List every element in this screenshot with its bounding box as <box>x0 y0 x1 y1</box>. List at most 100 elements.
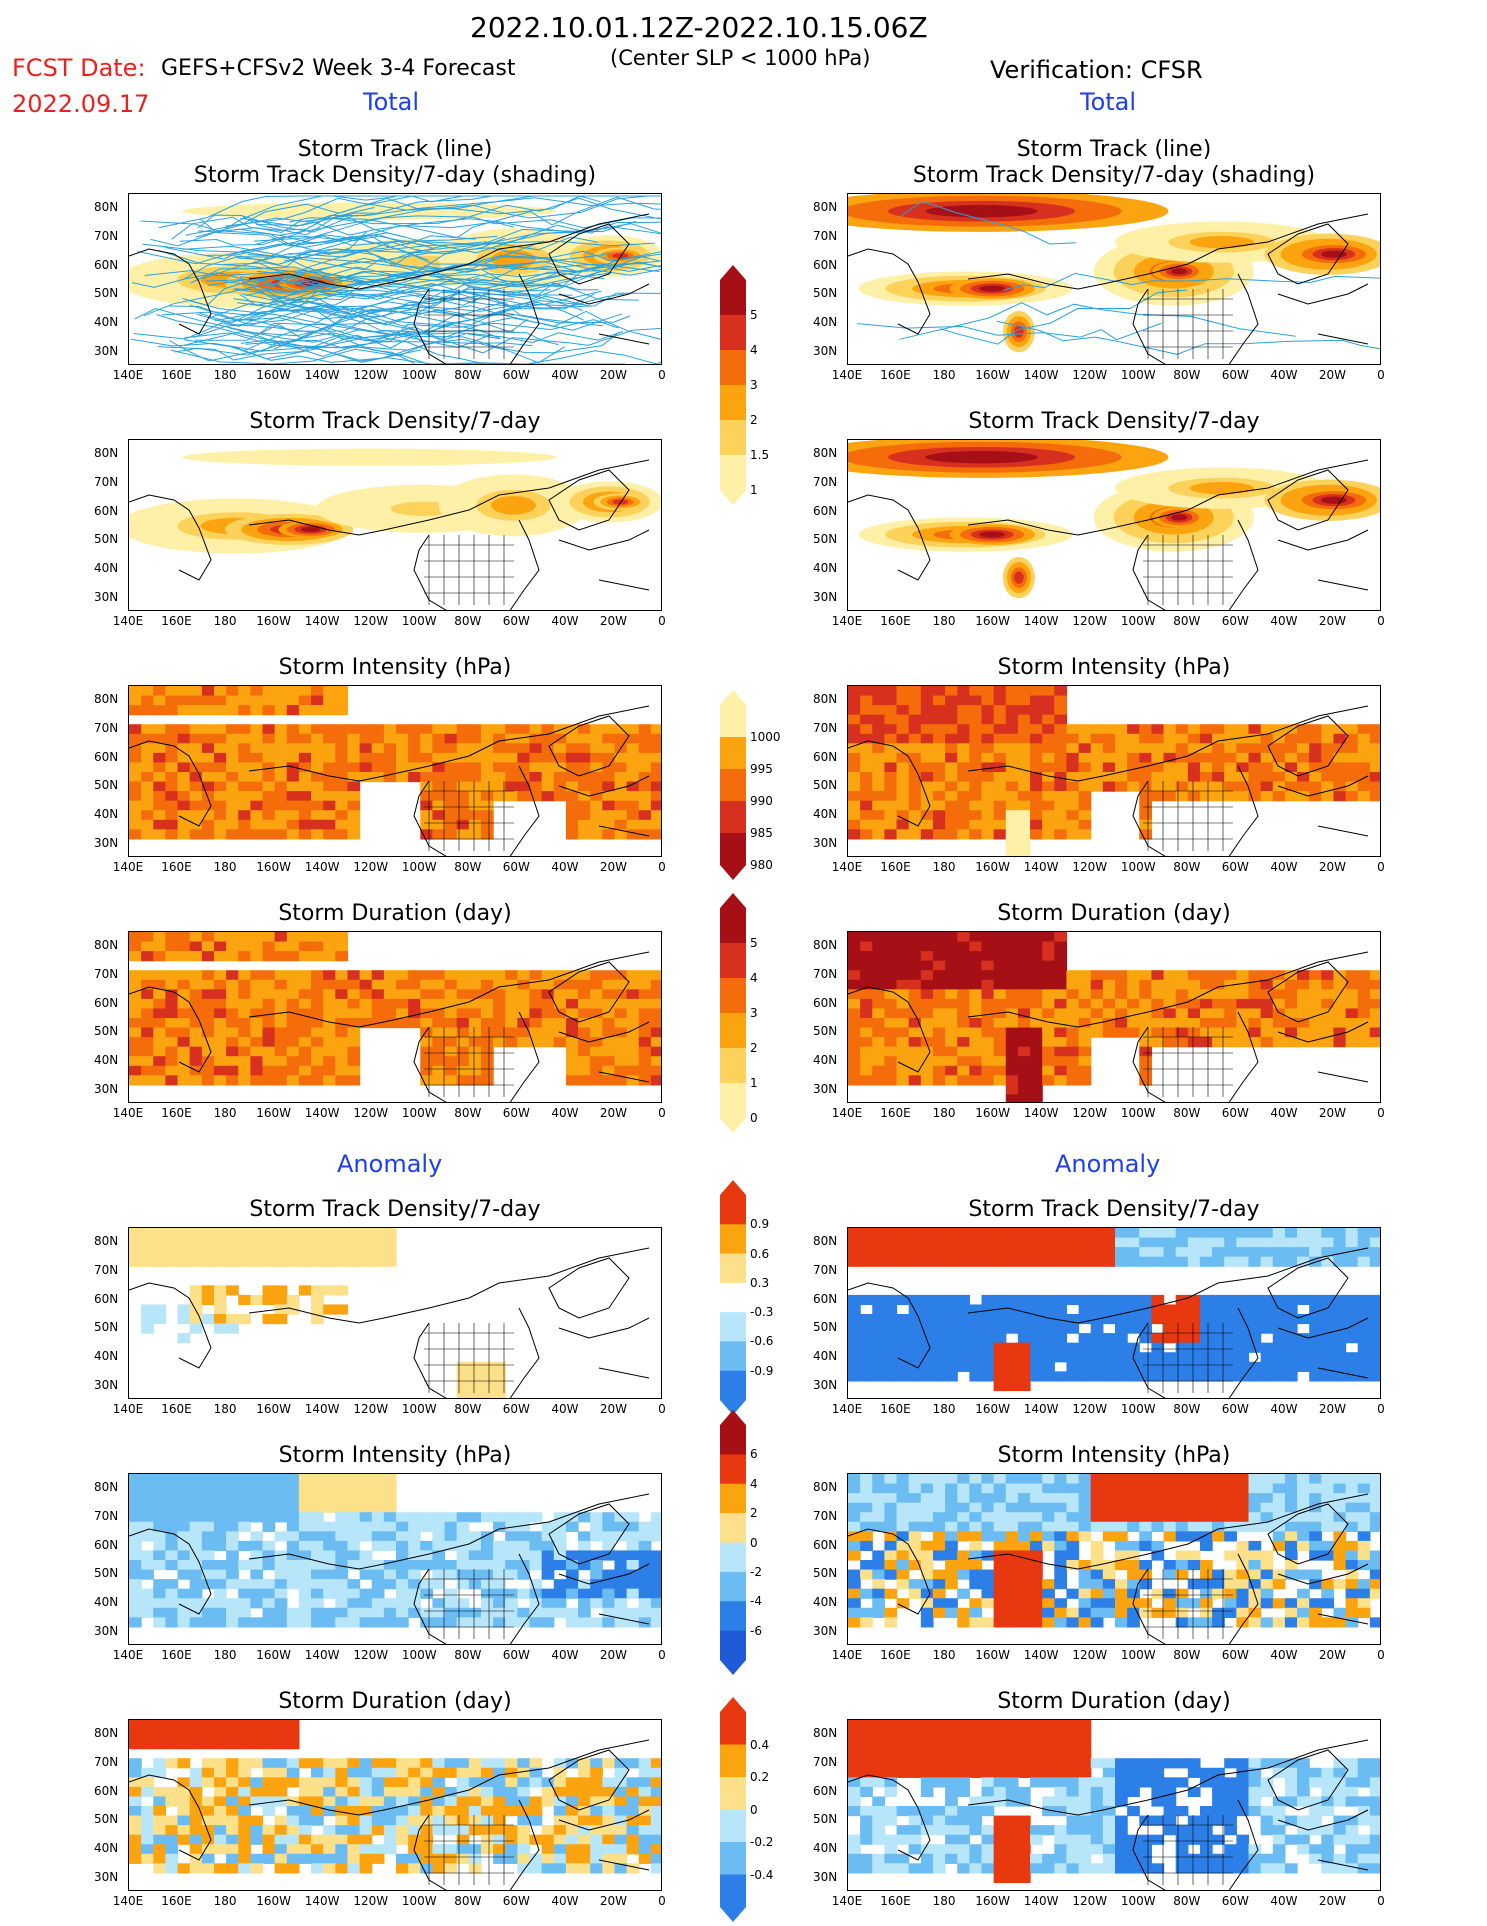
grid-cell <box>969 696 982 706</box>
grid-cell <box>651 801 662 811</box>
grid-cell <box>396 753 409 763</box>
grid-cell <box>238 970 251 980</box>
grid-cell <box>884 1257 897 1267</box>
grid-cell <box>1164 1598 1177 1608</box>
grid-cell <box>872 686 885 696</box>
grid-cell <box>933 1304 946 1314</box>
grid-cell <box>165 696 178 706</box>
grid-cell <box>505 782 518 792</box>
grid-cell <box>994 951 1007 961</box>
grid-cell <box>481 970 494 980</box>
grid-cell <box>396 999 409 1009</box>
grid-cell <box>250 1493 263 1503</box>
grid-cell <box>190 1484 203 1494</box>
grid-cell <box>614 791 627 801</box>
grid-cell <box>153 1806 166 1816</box>
grid-cell <box>420 1047 433 1057</box>
grid-cell <box>263 942 276 952</box>
grid-cell <box>921 1247 934 1257</box>
lat-tick-label: 80N <box>94 693 118 705</box>
grid-cell <box>287 951 300 961</box>
grid-cell <box>872 696 885 706</box>
grid-cell <box>396 1825 409 1835</box>
grid-cell <box>848 961 861 971</box>
grid-cell <box>639 1787 652 1797</box>
grid-cell <box>129 1512 142 1522</box>
grid-cell <box>933 753 946 763</box>
grid-cell <box>396 1768 409 1778</box>
grid-cell <box>872 1066 885 1076</box>
grid-cell <box>848 1247 861 1257</box>
grid-cell <box>566 1796 579 1806</box>
grid-cell <box>263 932 276 942</box>
grid-cell <box>897 696 910 706</box>
grid-cell <box>566 1777 579 1787</box>
grid-cell <box>214 1228 227 1238</box>
grid-cell <box>1370 970 1381 980</box>
grid-cell <box>969 1617 982 1627</box>
fcst-date-value: 2022.09.17 <box>12 92 149 116</box>
grid-cell <box>287 1493 300 1503</box>
grid-cell <box>1091 1362 1104 1372</box>
lon-tick-label: 140W <box>1024 861 1059 873</box>
grid-cell <box>945 791 958 801</box>
grid-cell <box>909 942 922 952</box>
grid-cell <box>945 753 958 763</box>
grid-cell <box>848 1503 861 1513</box>
grid-cell <box>1139 999 1152 1009</box>
grid-cell <box>1249 724 1262 734</box>
grid-cell <box>1200 1352 1213 1362</box>
grid-cell <box>129 1579 142 1589</box>
grid-cell <box>1236 1228 1249 1238</box>
grid-cell <box>263 1758 276 1768</box>
grid-cell <box>1249 1503 1262 1513</box>
grid-cell <box>165 1541 178 1551</box>
grid-cell <box>860 1371 873 1381</box>
grid-cell <box>933 1598 946 1608</box>
grid-cell <box>141 1056 154 1066</box>
grid-cell <box>1321 1238 1334 1248</box>
lon-tick-label: 120W <box>353 369 388 381</box>
grid-cell <box>360 724 373 734</box>
grid-cell <box>1370 724 1381 734</box>
grid-cell <box>1164 772 1177 782</box>
grid-cell <box>335 1531 348 1541</box>
grid-cell <box>1115 1512 1128 1522</box>
grid-cell <box>933 1238 946 1248</box>
grid-cell <box>1079 1257 1092 1267</box>
grid-cell <box>1006 1560 1019 1570</box>
grid-cell <box>933 1075 946 1085</box>
grid-cell <box>1370 1589 1381 1599</box>
grid-cell <box>469 980 482 990</box>
grid-cell <box>457 970 470 980</box>
lat-tick-label: 50N <box>94 1567 118 1579</box>
coastline <box>559 284 649 304</box>
grid-cell <box>554 1608 567 1618</box>
grid-cell <box>994 999 1007 1009</box>
grid-cell <box>945 724 958 734</box>
grid-cell <box>1188 762 1201 772</box>
grid-cell <box>639 820 652 830</box>
grid-cell <box>190 791 203 801</box>
grid-cell <box>1151 1589 1164 1599</box>
lat-tick-label: 40N <box>94 1596 118 1608</box>
grid-cell <box>933 1608 946 1618</box>
grid-cell <box>1164 970 1177 980</box>
grid-cell <box>190 1228 203 1238</box>
grid-cell <box>994 1028 1007 1038</box>
grid-cell <box>530 1608 543 1618</box>
grid-cell <box>969 1018 982 1028</box>
grid-cell <box>457 1047 470 1057</box>
lon-tick-label: 140E <box>113 1403 144 1415</box>
grid-cell <box>226 1228 239 1238</box>
grid-cell <box>566 734 579 744</box>
grid-cell <box>1151 1362 1164 1372</box>
grid-cell <box>238 1739 251 1749</box>
grid-cell <box>982 951 995 961</box>
grid-cell <box>457 1066 470 1076</box>
grid-cell <box>129 705 142 715</box>
grid-cell <box>933 942 946 952</box>
grid-cell <box>1054 961 1067 971</box>
date-range-title: 2022.10.01.12Z-2022.10.15.06Z <box>470 14 928 42</box>
grid-cell <box>372 1579 385 1589</box>
